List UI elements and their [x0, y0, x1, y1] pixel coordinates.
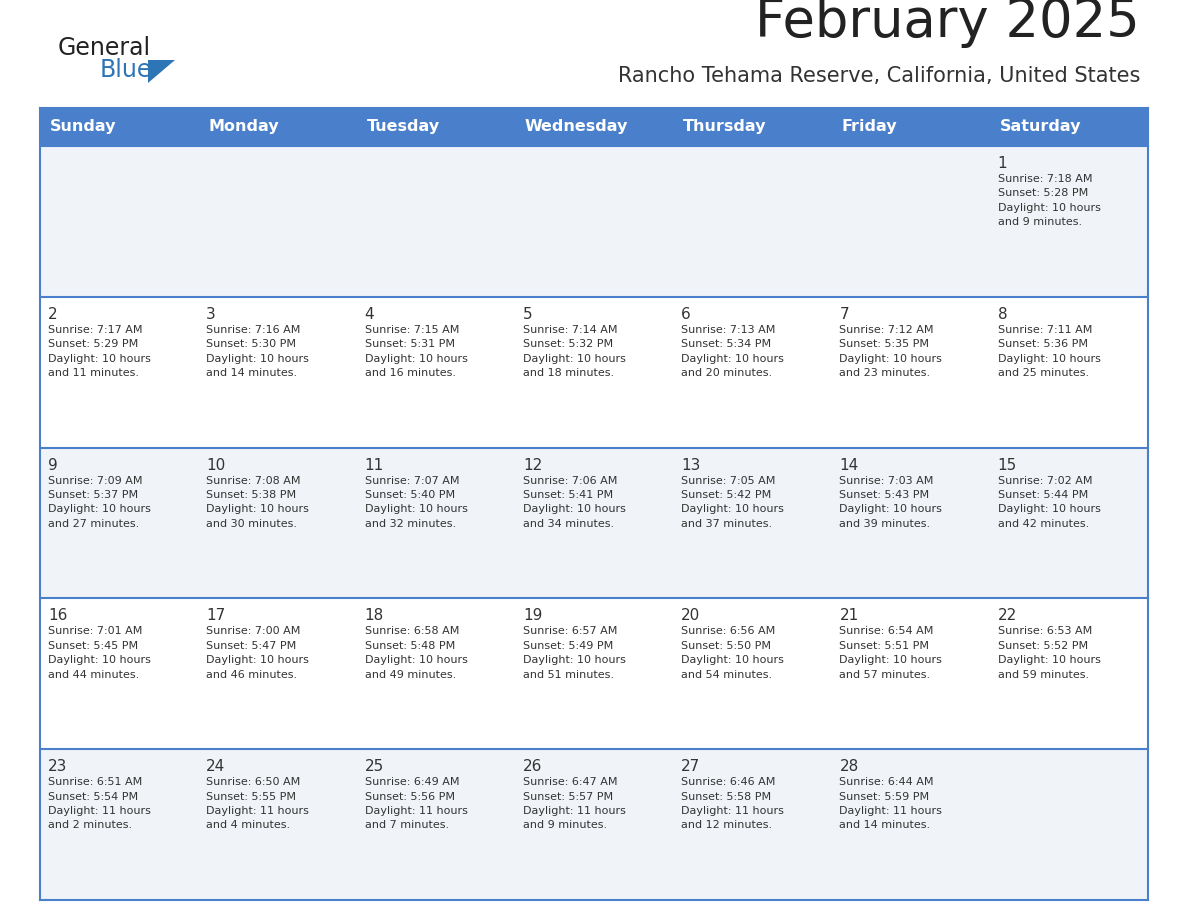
- Text: Rancho Tehama Reserve, California, United States: Rancho Tehama Reserve, California, Unite…: [618, 66, 1140, 86]
- Polygon shape: [148, 60, 175, 83]
- Text: Blue: Blue: [100, 58, 152, 82]
- Text: Sunrise: 7:13 AM
Sunset: 5:34 PM
Daylight: 10 hours
and 20 minutes.: Sunrise: 7:13 AM Sunset: 5:34 PM Dayligh…: [681, 325, 784, 378]
- Text: 17: 17: [207, 609, 226, 623]
- Text: 14: 14: [840, 457, 859, 473]
- Bar: [40, 749, 1148, 900]
- Bar: [40, 297, 1148, 448]
- Text: Sunrise: 6:46 AM
Sunset: 5:58 PM
Daylight: 11 hours
and 12 minutes.: Sunrise: 6:46 AM Sunset: 5:58 PM Dayligh…: [681, 778, 784, 831]
- Text: Sunday: Sunday: [50, 119, 116, 135]
- Text: 19: 19: [523, 609, 542, 623]
- Text: Sunrise: 6:57 AM
Sunset: 5:49 PM
Daylight: 10 hours
and 51 minutes.: Sunrise: 6:57 AM Sunset: 5:49 PM Dayligh…: [523, 626, 626, 679]
- Text: Sunrise: 7:12 AM
Sunset: 5:35 PM
Daylight: 10 hours
and 23 minutes.: Sunrise: 7:12 AM Sunset: 5:35 PM Dayligh…: [840, 325, 942, 378]
- Text: Sunrise: 6:56 AM
Sunset: 5:50 PM
Daylight: 10 hours
and 54 minutes.: Sunrise: 6:56 AM Sunset: 5:50 PM Dayligh…: [681, 626, 784, 679]
- Text: 11: 11: [365, 457, 384, 473]
- Text: Sunrise: 7:09 AM
Sunset: 5:37 PM
Daylight: 10 hours
and 27 minutes.: Sunrise: 7:09 AM Sunset: 5:37 PM Dayligh…: [48, 476, 151, 529]
- Text: 16: 16: [48, 609, 68, 623]
- Text: 8: 8: [998, 307, 1007, 322]
- Text: February 2025: February 2025: [756, 0, 1140, 48]
- Text: 4: 4: [365, 307, 374, 322]
- Text: 23: 23: [48, 759, 68, 774]
- Text: 15: 15: [998, 457, 1017, 473]
- Text: Sunrise: 7:16 AM
Sunset: 5:30 PM
Daylight: 10 hours
and 14 minutes.: Sunrise: 7:16 AM Sunset: 5:30 PM Dayligh…: [207, 325, 309, 378]
- Bar: [40, 448, 1148, 599]
- Text: Sunrise: 6:44 AM
Sunset: 5:59 PM
Daylight: 11 hours
and 14 minutes.: Sunrise: 6:44 AM Sunset: 5:59 PM Dayligh…: [840, 778, 942, 831]
- Text: Sunrise: 7:03 AM
Sunset: 5:43 PM
Daylight: 10 hours
and 39 minutes.: Sunrise: 7:03 AM Sunset: 5:43 PM Dayligh…: [840, 476, 942, 529]
- Text: Sunrise: 6:53 AM
Sunset: 5:52 PM
Daylight: 10 hours
and 59 minutes.: Sunrise: 6:53 AM Sunset: 5:52 PM Dayligh…: [998, 626, 1100, 679]
- Text: Saturday: Saturday: [1000, 119, 1081, 135]
- Text: 20: 20: [681, 609, 701, 623]
- Text: 6: 6: [681, 307, 691, 322]
- Text: Wednesday: Wednesday: [525, 119, 628, 135]
- Text: General: General: [58, 36, 151, 60]
- Text: 22: 22: [998, 609, 1017, 623]
- Text: Sunrise: 7:07 AM
Sunset: 5:40 PM
Daylight: 10 hours
and 32 minutes.: Sunrise: 7:07 AM Sunset: 5:40 PM Dayligh…: [365, 476, 467, 529]
- Text: 26: 26: [523, 759, 542, 774]
- Text: 5: 5: [523, 307, 532, 322]
- Text: Sunrise: 7:00 AM
Sunset: 5:47 PM
Daylight: 10 hours
and 46 minutes.: Sunrise: 7:00 AM Sunset: 5:47 PM Dayligh…: [207, 626, 309, 679]
- Text: 13: 13: [681, 457, 701, 473]
- Text: Sunrise: 7:06 AM
Sunset: 5:41 PM
Daylight: 10 hours
and 34 minutes.: Sunrise: 7:06 AM Sunset: 5:41 PM Dayligh…: [523, 476, 626, 529]
- Text: Sunrise: 7:01 AM
Sunset: 5:45 PM
Daylight: 10 hours
and 44 minutes.: Sunrise: 7:01 AM Sunset: 5:45 PM Dayligh…: [48, 626, 151, 679]
- Text: 25: 25: [365, 759, 384, 774]
- Text: 24: 24: [207, 759, 226, 774]
- Text: Thursday: Thursday: [683, 119, 766, 135]
- Text: 7: 7: [840, 307, 849, 322]
- Text: Sunrise: 6:58 AM
Sunset: 5:48 PM
Daylight: 10 hours
and 49 minutes.: Sunrise: 6:58 AM Sunset: 5:48 PM Dayligh…: [365, 626, 467, 679]
- Text: 9: 9: [48, 457, 58, 473]
- Text: Sunrise: 6:49 AM
Sunset: 5:56 PM
Daylight: 11 hours
and 7 minutes.: Sunrise: 6:49 AM Sunset: 5:56 PM Dayligh…: [365, 778, 467, 831]
- Text: 28: 28: [840, 759, 859, 774]
- Text: Sunrise: 7:05 AM
Sunset: 5:42 PM
Daylight: 10 hours
and 37 minutes.: Sunrise: 7:05 AM Sunset: 5:42 PM Dayligh…: [681, 476, 784, 529]
- Text: 1: 1: [998, 156, 1007, 171]
- Text: Sunrise: 6:47 AM
Sunset: 5:57 PM
Daylight: 11 hours
and 9 minutes.: Sunrise: 6:47 AM Sunset: 5:57 PM Dayligh…: [523, 778, 626, 831]
- Bar: [40, 146, 1148, 297]
- Text: Sunrise: 7:11 AM
Sunset: 5:36 PM
Daylight: 10 hours
and 25 minutes.: Sunrise: 7:11 AM Sunset: 5:36 PM Dayligh…: [998, 325, 1100, 378]
- Text: Monday: Monday: [208, 119, 279, 135]
- Text: Sunrise: 6:54 AM
Sunset: 5:51 PM
Daylight: 10 hours
and 57 minutes.: Sunrise: 6:54 AM Sunset: 5:51 PM Dayligh…: [840, 626, 942, 679]
- Bar: [40, 599, 1148, 749]
- Text: 21: 21: [840, 609, 859, 623]
- Text: Sunrise: 6:51 AM
Sunset: 5:54 PM
Daylight: 11 hours
and 2 minutes.: Sunrise: 6:51 AM Sunset: 5:54 PM Dayligh…: [48, 778, 151, 831]
- Text: 10: 10: [207, 457, 226, 473]
- Text: 3: 3: [207, 307, 216, 322]
- Text: Sunrise: 7:15 AM
Sunset: 5:31 PM
Daylight: 10 hours
and 16 minutes.: Sunrise: 7:15 AM Sunset: 5:31 PM Dayligh…: [365, 325, 467, 378]
- Text: 2: 2: [48, 307, 58, 322]
- Text: Sunrise: 7:02 AM
Sunset: 5:44 PM
Daylight: 10 hours
and 42 minutes.: Sunrise: 7:02 AM Sunset: 5:44 PM Dayligh…: [998, 476, 1100, 529]
- Text: Sunrise: 7:08 AM
Sunset: 5:38 PM
Daylight: 10 hours
and 30 minutes.: Sunrise: 7:08 AM Sunset: 5:38 PM Dayligh…: [207, 476, 309, 529]
- Text: Friday: Friday: [841, 119, 897, 135]
- Text: Sunrise: 6:50 AM
Sunset: 5:55 PM
Daylight: 11 hours
and 4 minutes.: Sunrise: 6:50 AM Sunset: 5:55 PM Dayligh…: [207, 778, 309, 831]
- Text: Tuesday: Tuesday: [367, 119, 440, 135]
- Text: Sunrise: 7:18 AM
Sunset: 5:28 PM
Daylight: 10 hours
and 9 minutes.: Sunrise: 7:18 AM Sunset: 5:28 PM Dayligh…: [998, 174, 1100, 227]
- Text: Sunrise: 7:17 AM
Sunset: 5:29 PM
Daylight: 10 hours
and 11 minutes.: Sunrise: 7:17 AM Sunset: 5:29 PM Dayligh…: [48, 325, 151, 378]
- Text: 18: 18: [365, 609, 384, 623]
- Text: Sunrise: 7:14 AM
Sunset: 5:32 PM
Daylight: 10 hours
and 18 minutes.: Sunrise: 7:14 AM Sunset: 5:32 PM Dayligh…: [523, 325, 626, 378]
- Text: 12: 12: [523, 457, 542, 473]
- Bar: [40, 108, 1148, 146]
- Text: 27: 27: [681, 759, 701, 774]
